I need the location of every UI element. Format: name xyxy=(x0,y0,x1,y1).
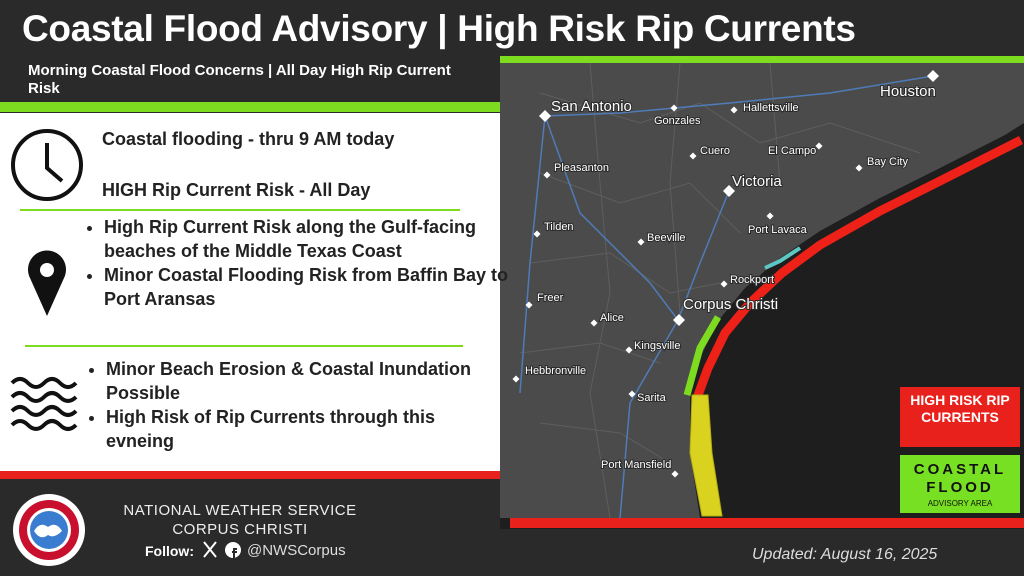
city-marker xyxy=(590,319,598,327)
info-panel: Coastal flooding - thru 9 AM today HIGH … xyxy=(0,113,508,471)
city-label: Houston xyxy=(880,83,936,100)
city-label: Hebbronville xyxy=(525,365,586,377)
red-strip xyxy=(510,518,1024,528)
land xyxy=(500,63,1024,518)
nws-logo xyxy=(13,494,85,566)
city-label: Corpus Christi xyxy=(683,296,778,313)
city-label: Tilden xyxy=(544,221,574,233)
map: San Antonio Houston Gonzales Hallettsville C… xyxy=(500,63,1024,529)
city-label: Pleasanton xyxy=(554,162,609,174)
social-handle[interactable]: @NWSCorpus xyxy=(247,542,346,559)
city-marker xyxy=(543,171,551,179)
city-marker xyxy=(689,152,697,160)
office-location: CORPUS CHRISTI xyxy=(172,521,308,538)
city-label: San Antonio xyxy=(551,98,632,115)
city-marker xyxy=(766,212,774,220)
title: Coastal Flood Advisory | High Risk Rip C… xyxy=(22,8,856,49)
city-label: Alice xyxy=(600,312,624,324)
city-label: Victoria xyxy=(732,173,782,190)
divider xyxy=(25,345,463,347)
city-label: Kingsville xyxy=(634,340,680,352)
green-strip xyxy=(0,102,500,112)
city-label: Gonzales xyxy=(654,115,701,127)
legend-rip-text: HIGH RISK RIP CURRENTS xyxy=(910,392,1010,425)
city-marker xyxy=(625,346,633,354)
legend-flood-sub: ADVISORY AREA xyxy=(927,499,993,508)
city-marker xyxy=(815,142,823,150)
city-marker xyxy=(673,314,685,326)
city-marker xyxy=(533,230,541,238)
city-marker xyxy=(628,390,636,398)
city-label: Freer xyxy=(537,292,564,304)
legend-flood: COASTAL FLOOD ADVISORY AREA xyxy=(900,455,1020,513)
city-label: Cuero xyxy=(700,145,730,157)
city-marker xyxy=(730,106,738,114)
city-marker xyxy=(723,185,735,197)
updated-date: Updated: August 16, 2025 xyxy=(752,546,938,563)
city-marker xyxy=(670,104,678,112)
green-strip xyxy=(500,56,1024,63)
red-strip xyxy=(0,471,500,479)
bullet: High Risk of Rip Currents through this e… xyxy=(106,405,506,453)
location-list: High Rip Current Risk along the Gulf-fac… xyxy=(78,215,524,311)
city-label: Bay City xyxy=(867,156,908,168)
legend-flood-text: COASTAL FLOOD xyxy=(913,461,1007,496)
follow-label: Follow: xyxy=(145,543,194,559)
city-label: Beeville xyxy=(647,232,686,244)
city-label: Sarita xyxy=(637,392,667,404)
timing-text: Coastal flooding - thru 9 AM today xyxy=(102,129,395,149)
city-marker xyxy=(512,375,520,383)
office-name: NATIONAL WEATHER SERVICE xyxy=(123,502,357,519)
legend-rip: HIGH RISK RIP CURRENTS xyxy=(900,387,1020,447)
waves-icon xyxy=(10,377,78,431)
bullet: High Rip Current Risk along the Gulf-fac… xyxy=(104,215,524,263)
yellow-coast xyxy=(689,394,723,517)
flood-advisory-coast xyxy=(683,315,722,396)
city-label: El Campo xyxy=(768,145,816,157)
bullet: Minor Coastal Flooding Risk from Baffin … xyxy=(104,263,524,311)
timing-text: HIGH Rip Current Risk - All Day xyxy=(102,180,371,200)
city-label: Rockport xyxy=(730,274,774,286)
highways xyxy=(519,75,934,519)
city-label: Port Mansfield xyxy=(601,459,671,471)
city-marker xyxy=(525,301,533,309)
city-marker xyxy=(927,70,939,82)
city-marker xyxy=(637,238,645,246)
social-icons xyxy=(203,541,241,558)
pin-icon xyxy=(28,250,66,316)
clock-icon xyxy=(11,129,83,201)
city-marker xyxy=(855,164,863,172)
city-marker xyxy=(539,110,551,122)
bullet: Minor Beach Erosion & Coastal Inundation… xyxy=(106,357,506,405)
bay-highlight xyxy=(764,246,802,270)
divider xyxy=(20,209,460,211)
county-lines xyxy=(519,63,921,519)
city-label: Hallettsville xyxy=(743,102,799,114)
city-label: Port Lavaca xyxy=(748,224,808,236)
rip-current-coast xyxy=(692,135,1024,400)
city-marker xyxy=(671,470,679,478)
subtitle: Morning Coastal Flood Concerns | All Day… xyxy=(28,62,451,97)
city-marker xyxy=(720,280,728,288)
impact-list: Minor Beach Erosion & Coastal Inundation… xyxy=(80,357,506,453)
